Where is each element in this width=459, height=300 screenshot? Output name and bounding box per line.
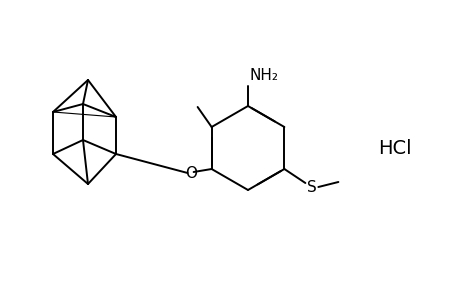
- Text: NH₂: NH₂: [249, 68, 279, 83]
- Text: S: S: [307, 179, 317, 194]
- Text: HCl: HCl: [377, 139, 411, 158]
- Text: O: O: [184, 167, 196, 182]
